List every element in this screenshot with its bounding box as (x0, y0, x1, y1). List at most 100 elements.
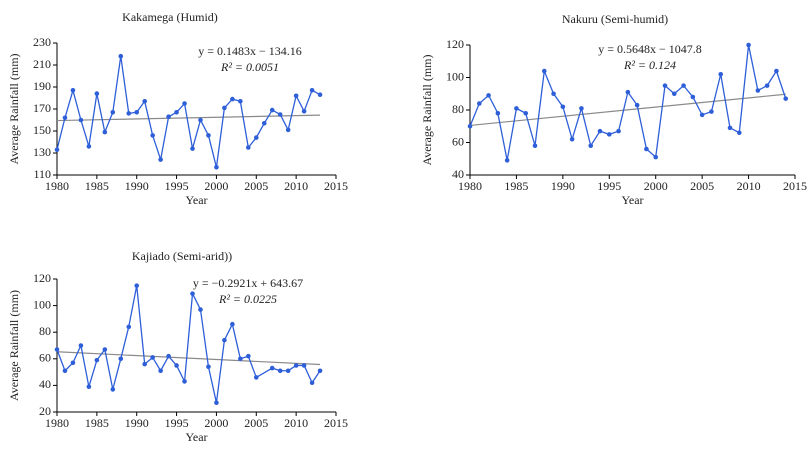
x-tick-label: 2015 (783, 179, 807, 193)
data-point (222, 105, 227, 111)
y-tick-label: 120 (33, 271, 51, 285)
data-point (309, 380, 315, 386)
data-point (206, 133, 211, 138)
data-point (246, 353, 251, 359)
y-tick-label: 100 (446, 69, 464, 83)
data-point (634, 102, 640, 108)
data-point (764, 83, 770, 88)
data-point (514, 106, 519, 111)
data-point (166, 114, 171, 119)
trendline (469, 93, 786, 127)
y-axis-label: Average Rainfall (mm) (7, 53, 21, 164)
data-point (317, 92, 323, 97)
x-tick-label: 1980 (458, 179, 482, 193)
y-tick-label: 150 (33, 123, 51, 137)
data-point (569, 136, 575, 142)
data-point (662, 83, 668, 88)
data-point (158, 368, 163, 374)
x-tick-label: 1995 (165, 179, 189, 193)
data-point (285, 368, 291, 374)
trend-equation: y = 0.1483x − 134.16 (198, 44, 302, 58)
data-point (214, 400, 219, 405)
data-point (269, 365, 275, 371)
x-tick-label: 2005 (244, 179, 268, 193)
data-point (317, 368, 323, 374)
y-tick-label: 60 (39, 351, 51, 365)
data-point (54, 147, 60, 152)
data-point (86, 384, 92, 390)
x-axis-label: Year (185, 430, 207, 444)
data-point (653, 154, 659, 160)
data-point (309, 88, 315, 93)
data-point (476, 101, 482, 106)
data-point (142, 361, 147, 367)
data-point (690, 94, 696, 100)
x-tick-label: 2000 (204, 179, 228, 193)
data-point (190, 146, 195, 151)
data-point (174, 363, 179, 368)
x-tick-label: 1995 (165, 416, 189, 430)
y-tick-label: 170 (33, 101, 51, 115)
data-point (94, 357, 100, 363)
data-point (774, 68, 779, 74)
y-tick-label: 190 (33, 79, 51, 93)
data-point (126, 324, 132, 330)
y-tick-label: 80 (39, 324, 51, 338)
data-point (261, 121, 267, 126)
data-point (198, 117, 203, 123)
data-point (206, 364, 211, 370)
trend-equation: R² = 0.0225 (218, 292, 277, 306)
data-point (214, 165, 219, 170)
data-point (126, 111, 132, 116)
y-axis-label: Average Rainfall (mm) (420, 54, 434, 165)
x-tick-label: 1995 (597, 179, 621, 193)
x-axis-label: Year (621, 193, 643, 207)
y-tick-label: 100 (33, 297, 51, 311)
data-point (551, 91, 556, 97)
y-tick-label: 130 (33, 145, 51, 159)
y-tick-label: 80 (452, 102, 464, 116)
data-point (625, 89, 631, 95)
data-point (62, 368, 68, 374)
data-point (182, 379, 187, 384)
data-point (532, 143, 538, 149)
x-tick-label: 1980 (45, 179, 69, 193)
trendline (56, 114, 321, 122)
y-tick-label: 110 (33, 167, 51, 181)
data-point (150, 355, 155, 360)
data-point (277, 112, 283, 117)
data-point (681, 83, 686, 88)
data-point (277, 368, 283, 374)
data-point (579, 106, 584, 111)
data-point (150, 133, 155, 138)
x-tick-label: 1980 (45, 416, 69, 430)
y-tick-label: 230 (33, 35, 51, 49)
data-point (118, 53, 124, 59)
x-tick-label: 1985 (504, 179, 528, 193)
data-point (86, 144, 92, 149)
x-tick-label: 2015 (324, 179, 348, 193)
data-point (644, 146, 649, 152)
data-line (56, 285, 321, 403)
data-point (709, 109, 714, 114)
y-tick-label: 40 (452, 167, 464, 181)
data-point (78, 117, 84, 123)
y-tick-label: 20 (39, 404, 51, 418)
data-point (467, 123, 473, 129)
data-point (606, 132, 612, 137)
data-point (110, 110, 116, 115)
data-point (70, 360, 76, 366)
data-point (523, 110, 529, 116)
data-line (56, 56, 321, 168)
data-point (110, 387, 116, 392)
data-point (134, 110, 140, 115)
data-point (541, 68, 547, 74)
data-point (783, 96, 789, 101)
y-axis-label: Average Rainfall (mm) (7, 290, 21, 401)
data-point (269, 107, 275, 113)
x-tick-label: 2000 (204, 416, 228, 430)
data-point (755, 88, 761, 93)
data-point (102, 129, 108, 135)
data-point (671, 91, 677, 97)
